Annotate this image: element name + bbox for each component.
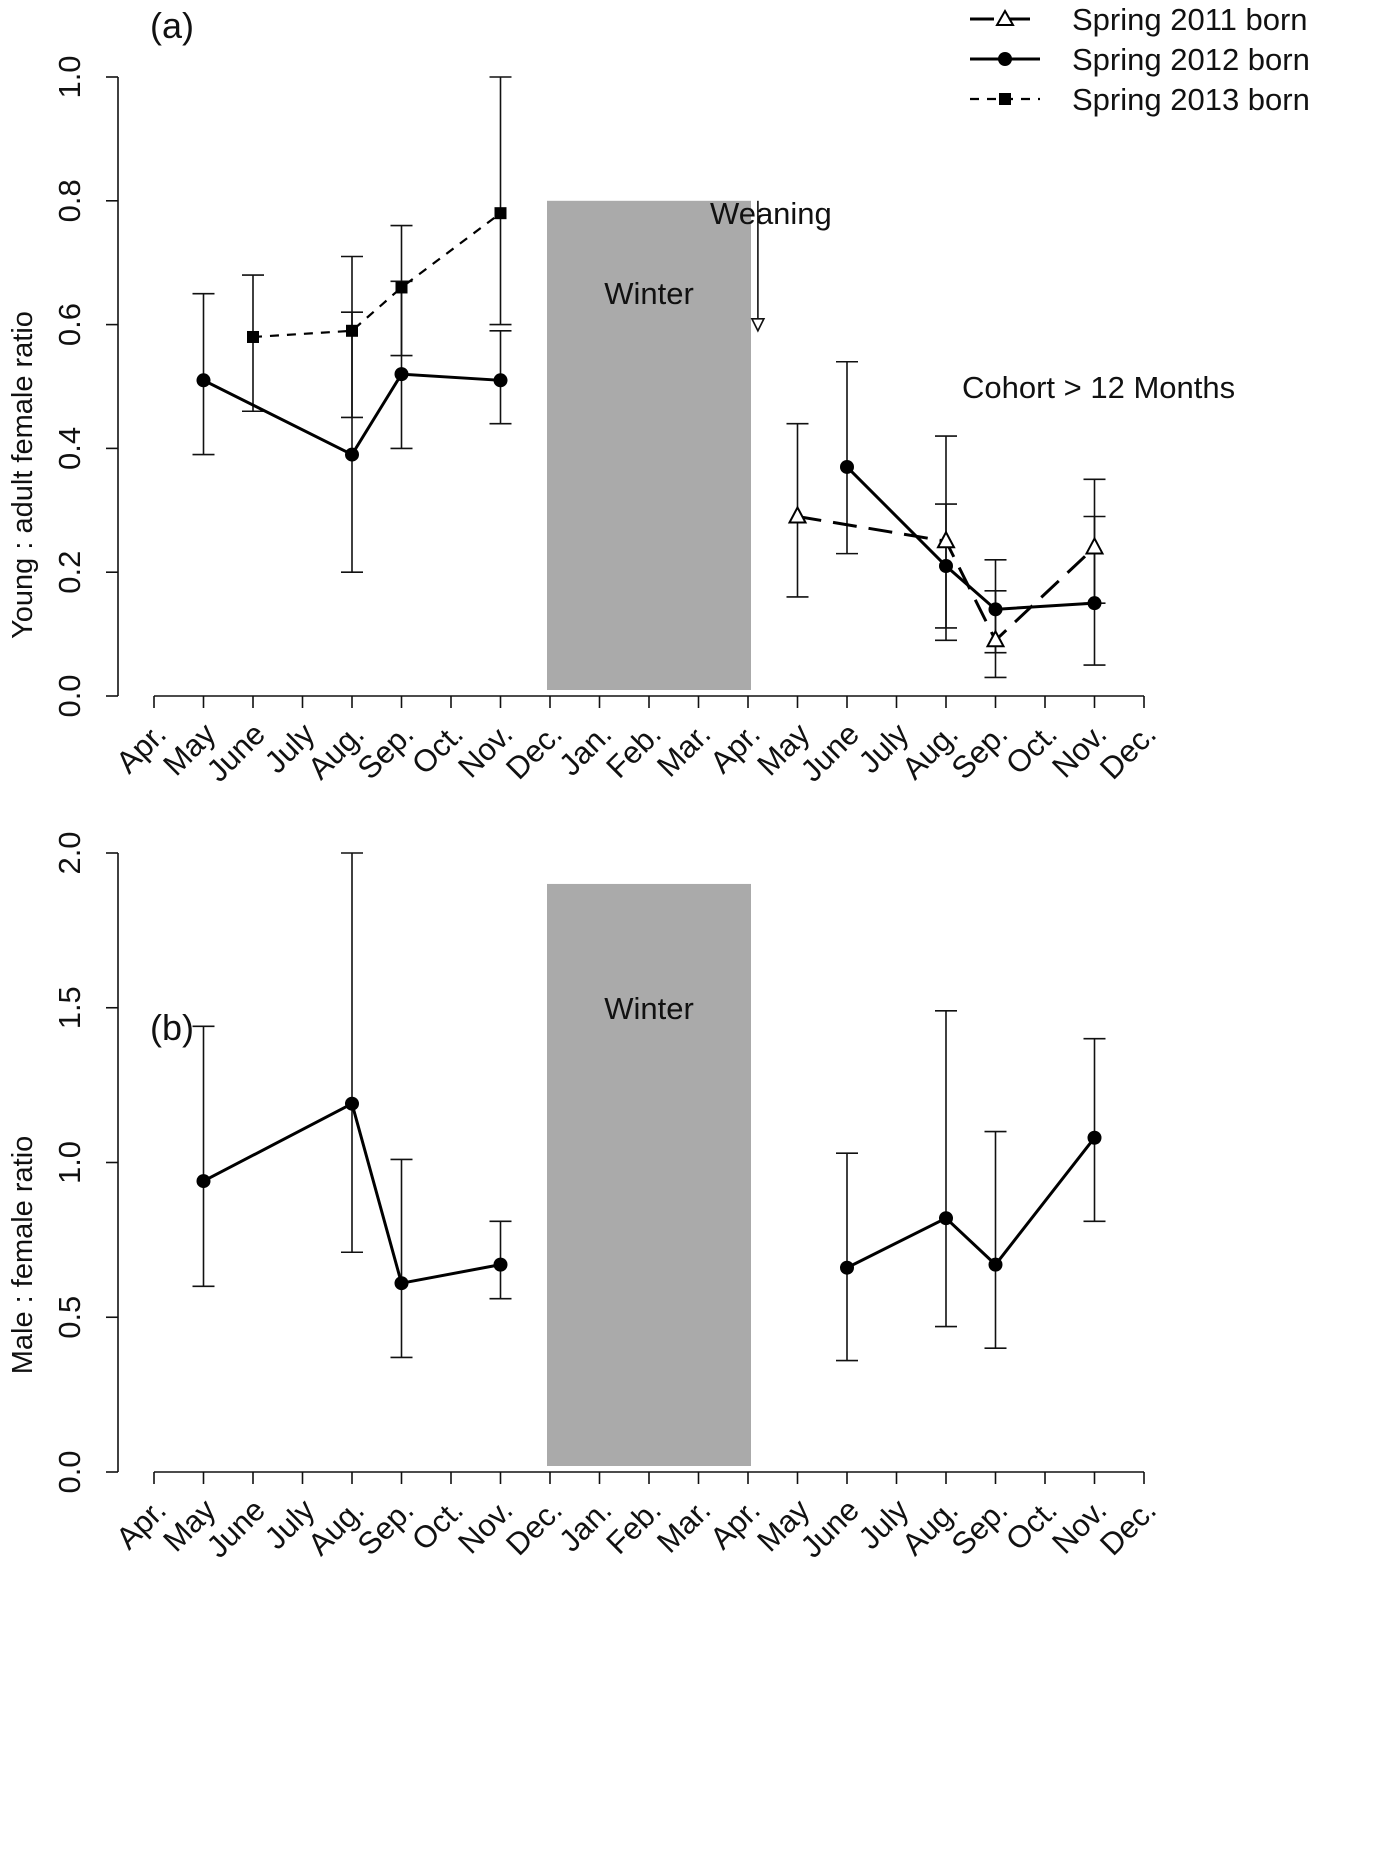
data-point-triangle	[936, 530, 956, 549]
x-tick-label: Apr.	[109, 1492, 173, 1556]
y-tick-label: 0.0	[52, 674, 87, 717]
legend-label-spring-2012: Spring 2012 born	[1072, 42, 1310, 77]
panel-b-error-bars	[192, 852, 1106, 1362]
data-point-circle	[988, 1257, 1003, 1272]
weaning-annotation: Weaning	[710, 196, 832, 231]
data-point-circle	[840, 1260, 854, 1275]
y-tick-label: 0.4	[52, 427, 87, 470]
x-tick-label: Apr.	[109, 716, 173, 780]
y-tick-label: 1.5	[52, 986, 87, 1029]
y-tick-label: 0.6	[52, 303, 87, 346]
y-tick-label: 2.0	[52, 831, 87, 874]
x-tick-label: Apr.	[703, 1492, 767, 1556]
series-line	[202, 1101, 501, 1285]
legend: Spring 2011 born Spring 2012 born Spring…	[970, 2, 1310, 117]
data-point-square	[395, 281, 408, 294]
series-line	[797, 515, 1096, 643]
x-tick-label: Apr.	[703, 716, 767, 780]
panel-a-label: (a)	[150, 5, 194, 46]
panel-b-label: (b)	[150, 1007, 194, 1048]
data-point-circle	[345, 447, 359, 462]
data-point-circle	[939, 559, 953, 574]
panel-a-y-axis: 0.0 0.2 0.4 0.6 0.8 1.0	[52, 55, 119, 718]
panel-a: (a) Young : adult female ratio Winter 0.…	[7, 2, 1310, 788]
data-point-circle	[394, 1276, 409, 1291]
y-tick-label: 1.0	[52, 1141, 87, 1184]
data-point-circle	[988, 602, 1003, 617]
data-point-circle	[493, 1257, 508, 1272]
panel-a-data-points	[196, 207, 1105, 648]
data-point-triangle	[1084, 536, 1105, 555]
y-tick-label: 0.2	[52, 551, 87, 594]
data-point-circle	[196, 1174, 211, 1189]
y-tick-label: 0.0	[52, 1450, 87, 1493]
data-point-circle	[493, 373, 508, 388]
panel-b-data-points	[196, 1096, 1102, 1291]
series-line	[252, 212, 502, 339]
x-tick-label: Oct.	[405, 1492, 470, 1557]
panel-b-y-axis: 0.0 0.5 1.0 1.5 2.0	[52, 831, 119, 1494]
y-tick-label: 1.0	[52, 55, 87, 98]
data-point-circle	[939, 1211, 953, 1226]
panel-b-series-lines	[202, 1101, 1096, 1285]
legend-label-spring-2011: Spring 2011 born	[1072, 2, 1308, 37]
data-point-square	[346, 324, 358, 337]
series-line	[202, 372, 501, 457]
x-tick-label: Dec.	[1093, 716, 1163, 786]
x-tick-label: Jan.	[552, 1492, 618, 1558]
legend-square-icon	[999, 93, 1011, 105]
data-point-circle	[840, 459, 854, 474]
data-point-circle	[345, 1096, 359, 1111]
panel-b-winter-region	[547, 883, 751, 1466]
panel-b: (b) Male : female ratio Winter 0.0 0.5 1.0…	[7, 831, 1163, 1564]
panel-b-winter-label: Winter	[604, 991, 694, 1026]
panel-a-winter-region	[547, 200, 751, 691]
panel-b-y-axis-label: Male : female ratio	[7, 1136, 39, 1375]
series-line	[846, 1136, 1096, 1270]
data-point-circle	[394, 367, 409, 382]
panel-a-winter-label: Winter	[604, 276, 694, 311]
data-point-square	[494, 207, 507, 220]
data-point-triangle	[787, 505, 808, 524]
data-point-square	[247, 330, 259, 343]
legend-label-spring-2013: Spring 2013 born	[1072, 82, 1310, 117]
x-tick-label: Dec.	[1093, 1492, 1163, 1562]
data-point-circle	[1087, 1130, 1102, 1145]
panel-a-series-lines	[202, 212, 1096, 643]
data-point-circle	[1087, 596, 1102, 611]
y-tick-label: 0.5	[52, 1296, 87, 1339]
legend-triangle-icon	[995, 8, 1015, 26]
panel-a-y-axis-label: Young : adult female ratio	[7, 311, 39, 639]
series-line	[845, 465, 1095, 611]
x-tick-label: Jan.	[552, 716, 618, 782]
x-tick-label: Oct.	[405, 716, 470, 781]
panel-b-x-axis: Apr.MayJuneJulyAug.Sep.Oct.Nov.Dec.Jan.F…	[109, 1471, 1163, 1564]
data-point-circle	[196, 373, 211, 388]
data-point-triangle	[985, 629, 1006, 648]
legend-circle-icon	[998, 52, 1012, 66]
panel-a-x-axis: Apr.MayJuneJulyAug.Sep.Oct.Nov.Dec.Jan.F…	[109, 695, 1163, 788]
x-tick-label: Oct.	[999, 1492, 1064, 1557]
x-tick-label: Oct.	[999, 716, 1064, 781]
weaning-arrow-head-icon	[750, 317, 766, 333]
y-tick-label: 0.8	[52, 179, 87, 222]
cohort-annotation: Cohort > 12 Months	[962, 370, 1235, 405]
